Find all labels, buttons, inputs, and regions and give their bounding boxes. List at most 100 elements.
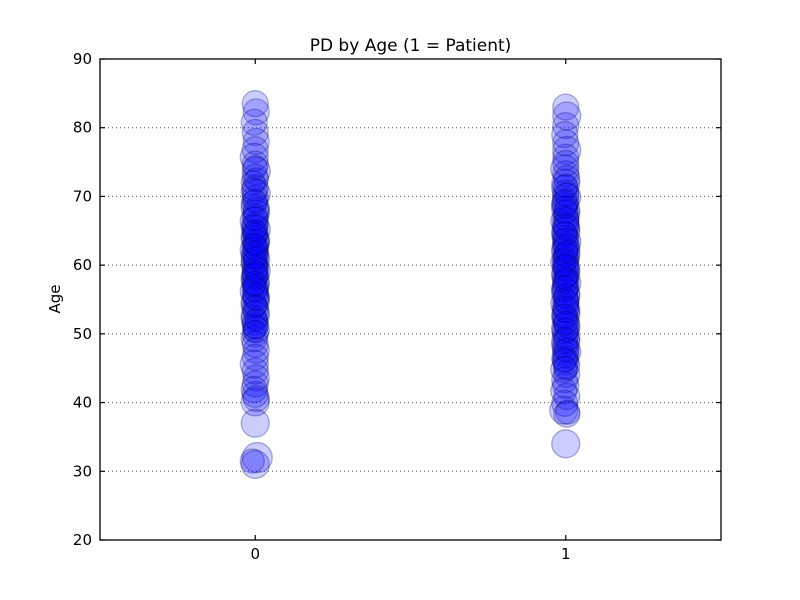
data-point [241, 174, 269, 202]
data-point [552, 210, 580, 239]
data-point [551, 366, 579, 394]
data-point [242, 319, 266, 343]
data-point [552, 303, 578, 329]
data-point [242, 270, 270, 299]
data-point [552, 227, 582, 257]
data-point [554, 262, 580, 288]
data-point [244, 260, 268, 284]
data-point [242, 196, 270, 224]
data-point [553, 283, 581, 311]
data-point [553, 351, 581, 380]
data-point [551, 331, 579, 359]
data-point [553, 241, 581, 270]
data-point [553, 328, 579, 354]
data-point [242, 243, 270, 271]
data-point [551, 303, 579, 332]
x-tick-label: 1 [561, 545, 571, 563]
data-point [550, 154, 580, 184]
data-point [241, 179, 271, 209]
data-point [551, 262, 579, 290]
data-point [551, 317, 579, 345]
data-point [241, 90, 269, 118]
data-point [241, 214, 271, 245]
data-point [241, 274, 269, 302]
data-point [554, 317, 580, 343]
data-point [241, 262, 269, 290]
data-point [553, 296, 581, 325]
data-point [240, 408, 270, 438]
data-point [242, 249, 268, 276]
data-point [551, 326, 581, 357]
data-point [241, 370, 269, 398]
data-point [241, 211, 269, 239]
data-point [551, 237, 581, 267]
data-point [240, 449, 270, 480]
data-point [241, 136, 269, 164]
data-point [242, 188, 268, 214]
data-point [242, 277, 268, 303]
data-point [240, 213, 268, 242]
data-point [242, 229, 270, 257]
data-point [239, 448, 265, 474]
data-point [241, 330, 269, 358]
data-point [241, 239, 269, 268]
data-point [243, 232, 267, 257]
data-point [242, 336, 270, 364]
data-point [242, 127, 270, 156]
data-point [242, 283, 270, 311]
data-point [551, 191, 579, 220]
data-point [553, 382, 581, 411]
data-point [553, 241, 579, 267]
data-point [553, 255, 581, 283]
data-point [243, 294, 267, 319]
data-point [551, 194, 581, 225]
data-point [241, 320, 269, 348]
data-point [240, 222, 268, 250]
data-point [552, 320, 580, 349]
data-point [552, 187, 580, 215]
data-point [552, 143, 580, 171]
data-point [242, 364, 270, 392]
data-point [554, 195, 578, 220]
data-point [242, 154, 268, 181]
data-point [555, 239, 579, 264]
data-point [552, 129, 580, 157]
data-point [552, 179, 580, 207]
data-point [553, 214, 581, 242]
data-point [553, 310, 579, 336]
data-point [244, 308, 268, 332]
data-point [552, 265, 580, 294]
data-point [552, 93, 580, 121]
data-point [240, 263, 268, 292]
chart-title: PD by Age (1 = Patient) [309, 36, 512, 56]
data-point [239, 206, 269, 236]
data-point [550, 247, 580, 278]
data-point [553, 199, 581, 228]
data-point [552, 112, 580, 140]
data-point [243, 219, 267, 243]
data-point [240, 225, 270, 255]
data-point [552, 347, 578, 373]
data-point [240, 375, 268, 404]
data-point [551, 278, 581, 308]
data-point [242, 98, 270, 126]
data-point [553, 198, 579, 225]
data-point [550, 288, 580, 319]
data-point [240, 108, 268, 136]
data-point [552, 337, 582, 367]
data-point [240, 177, 268, 205]
data-point [551, 189, 579, 217]
data-point [241, 343, 269, 371]
data-point [242, 284, 270, 312]
data-point [552, 224, 580, 252]
data-point [241, 118, 269, 147]
data-point [242, 298, 270, 326]
data-point [240, 305, 268, 333]
data-point [552, 182, 582, 212]
data-point [554, 207, 580, 233]
x-tick-label: 0 [250, 545, 260, 563]
data-point [552, 160, 580, 188]
data-point [240, 193, 270, 223]
data-point [551, 120, 579, 149]
y-tick-label: 90 [73, 50, 92, 68]
